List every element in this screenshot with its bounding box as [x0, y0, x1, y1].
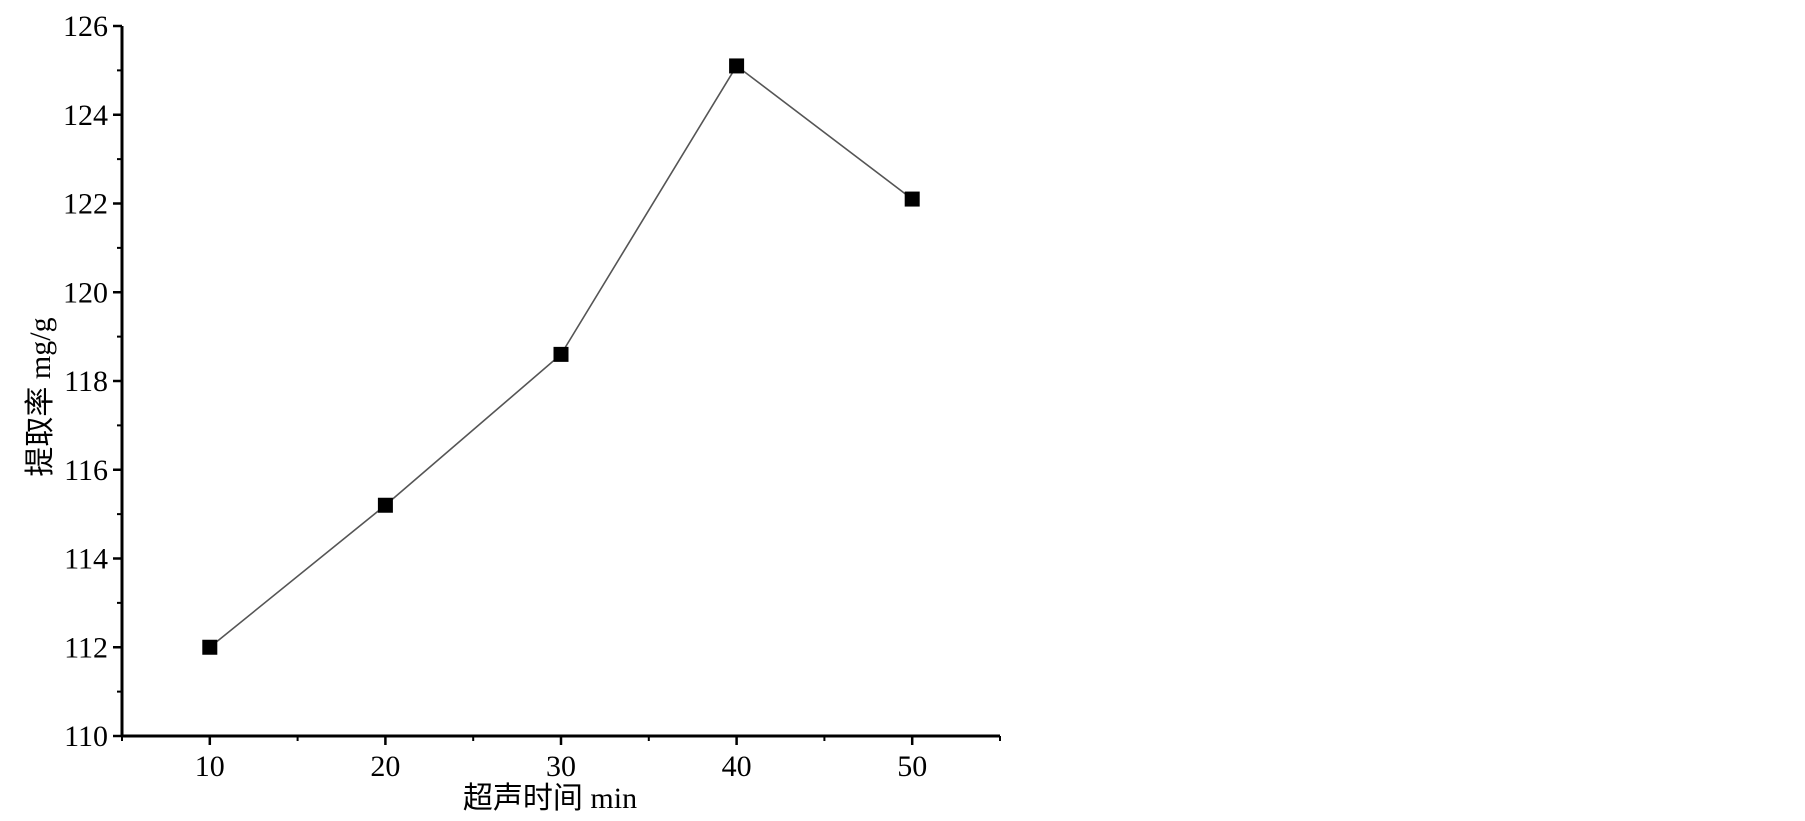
y-tick-label: 114	[64, 543, 108, 576]
x-axis-title: 超声时间 min	[463, 782, 637, 815]
y-tick-label: 110	[64, 720, 108, 753]
y-tick-label: 118	[64, 365, 108, 398]
x-tick-label: 30	[546, 750, 576, 783]
x-tick-label: 20	[370, 750, 400, 783]
y-tick-label: 122	[63, 188, 108, 221]
y-axis-title: 提取率 mg/g	[24, 317, 57, 476]
data-point	[553, 346, 569, 362]
series	[202, 58, 920, 655]
data-point	[904, 191, 920, 207]
x-tick-label: 50	[897, 750, 927, 783]
x-tick-label: 40	[722, 750, 752, 783]
data-point	[729, 58, 745, 74]
y-tick-label: 126	[63, 10, 108, 43]
y-tick-label: 112	[64, 631, 108, 664]
x-tick-label: 10	[195, 750, 225, 783]
data-point	[377, 497, 393, 513]
ticks: 110 112 114 116 118 120 122 124 126 10 20 30 40 50	[63, 10, 1001, 783]
y-tick-label: 124	[63, 99, 108, 132]
data-point	[202, 639, 218, 655]
axes	[120, 26, 1000, 738]
y-tick-label: 116	[64, 454, 108, 487]
y-tick-label: 120	[63, 276, 108, 309]
